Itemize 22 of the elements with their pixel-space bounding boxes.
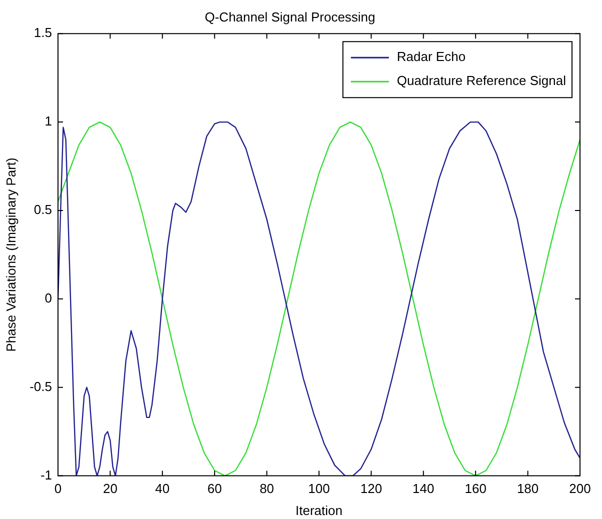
legend-label: Radar Echo (396, 49, 466, 64)
x-tick-label: 60 (207, 481, 222, 496)
x-tick-label: 200 (569, 481, 591, 496)
y-tick-label: 1 (44, 114, 52, 129)
y-axis-title: Phase Variations (Imaginary Part) (3, 158, 18, 352)
x-tick-label: 80 (260, 481, 274, 496)
x-tick-label: 20 (102, 481, 118, 496)
y-tick-label: -1 (40, 467, 52, 482)
y-tick-label: 1.5 (34, 25, 52, 40)
y-tick-label: 0 (44, 290, 52, 306)
chart-title: Q-Channel Signal Processing (204, 9, 376, 24)
x-tick-label: 160 (464, 481, 486, 496)
x-tick-label: 100 (308, 481, 330, 496)
y-tick-label: 0.5 (34, 202, 52, 218)
x-tick-label: 40 (155, 481, 170, 496)
x-tick-label: 140 (412, 481, 434, 496)
y-tick-label: -0.5 (30, 378, 52, 394)
legend-label: Quadrature Reference Signal (396, 73, 566, 88)
x-tick-label: 0 (54, 481, 62, 496)
x-tick-label: 120 (360, 481, 382, 496)
x-tick-label: 180 (516, 481, 539, 496)
x-axis-title: Iteration (296, 502, 342, 518)
